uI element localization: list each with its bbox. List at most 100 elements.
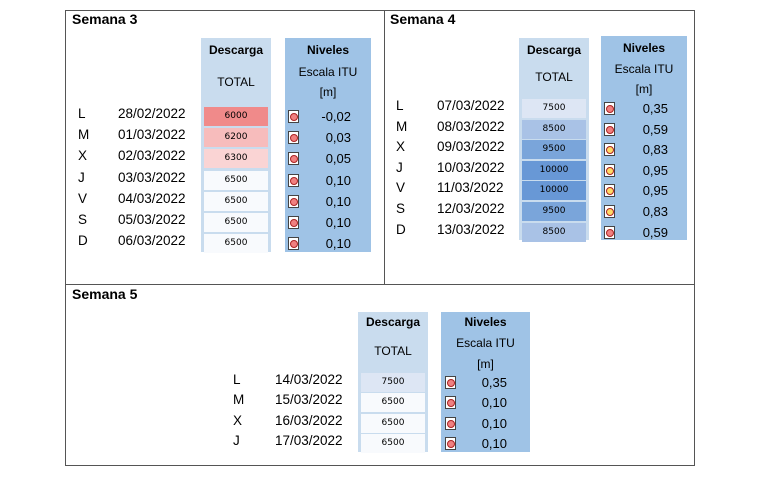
level-indicator-icon (604, 122, 615, 136)
descarga-cell: 6500 (204, 191, 268, 211)
nivel-value: 0,10 (325, 236, 351, 252)
date-label: 11/03/2022 (437, 180, 504, 196)
day-label: X (78, 148, 88, 164)
day-label: L (396, 98, 404, 113)
level-indicator-icon (288, 152, 299, 166)
week-title: Semana 5 (72, 286, 138, 302)
status-dot-icon (290, 240, 298, 249)
day-label: J (233, 433, 240, 449)
status-dot-icon (606, 125, 614, 134)
date-label: 06/03/2022 (118, 233, 186, 249)
day-label: S (396, 201, 406, 216)
day-label: J (78, 169, 85, 185)
level-indicator-icon (604, 205, 615, 218)
descarga-cell: 7500 (522, 99, 586, 118)
level-indicator-icon (604, 184, 615, 198)
date-label: 16/03/2022 (275, 412, 343, 428)
day-label: V (78, 190, 88, 206)
level-indicator-icon (445, 396, 456, 410)
total-header: TOTAL (374, 344, 412, 358)
descarga-cell: 6200 (204, 128, 268, 148)
descarga-cell: 6500 (361, 393, 425, 413)
descarga-cell: 10000 (522, 160, 586, 180)
unit-header: [m] (477, 357, 494, 371)
level-indicator-icon (288, 194, 299, 208)
status-dot-icon (606, 105, 614, 113)
descarga-cell: 6000 (204, 107, 268, 126)
nivel-value: 0,10 (325, 193, 351, 209)
day-label: D (78, 233, 88, 249)
nivel-value: 0,35 (481, 375, 507, 390)
nivel-value: 0,10 (481, 395, 507, 411)
escala-header: Escala ITU (298, 65, 358, 79)
level-indicator-icon (604, 102, 615, 115)
day-label: M (396, 118, 408, 134)
level-indicator-icon (604, 143, 615, 157)
level-indicator-icon (288, 131, 299, 145)
level-indicator-icon (288, 173, 299, 187)
date-label: 17/03/2022 (275, 433, 343, 449)
niveles-header: Niveles (622, 41, 666, 55)
status-dot-icon (290, 176, 298, 185)
descarga-cell: 6500 (204, 234, 268, 254)
nivel-value: 0,10 (325, 172, 351, 188)
week-title: Semana 4 (390, 11, 456, 27)
date-label: 02/03/2022 (118, 148, 186, 164)
status-dot-icon (290, 219, 298, 227)
total-header: TOTAL (217, 75, 255, 89)
nivel-value: 0,10 (481, 415, 507, 431)
level-indicator-icon (604, 225, 615, 239)
date-label: 01/03/2022 (118, 127, 186, 143)
week-5-frame (65, 284, 695, 466)
level-indicator-icon (288, 237, 299, 251)
nivel-value: 0,05 (325, 151, 351, 167)
descarga-cell: 6500 (361, 434, 425, 454)
descarga-cell: 10000 (522, 181, 586, 201)
status-dot-icon (290, 113, 298, 121)
descarga-header: Descarga (365, 315, 421, 329)
day-label: M (78, 127, 90, 143)
status-dot-icon (447, 440, 455, 449)
status-dot-icon (606, 187, 614, 196)
level-indicator-icon (288, 216, 299, 229)
total-header: TOTAL (535, 70, 573, 84)
niveles-header: Niveles (464, 315, 507, 329)
status-dot-icon (290, 197, 298, 206)
nivel-value: 0,10 (481, 436, 507, 452)
date-label: 05/03/2022 (118, 212, 186, 227)
level-indicator-icon (604, 163, 615, 177)
status-dot-icon (606, 208, 614, 216)
date-label: 28/02/2022 (118, 106, 186, 121)
nivel-value: 0,95 (642, 183, 668, 199)
niveles-header: Niveles (306, 43, 350, 57)
date-label: 09/03/2022 (437, 139, 505, 155)
descarga-cell: 6300 (204, 149, 268, 169)
date-label: 15/03/2022 (275, 392, 343, 408)
descarga-cell: 6500 (204, 170, 268, 190)
nivel-value: 0,59 (642, 121, 668, 137)
unit-header: [m] (635, 82, 653, 96)
descarga-header: Descarga (526, 43, 582, 57)
descarga-header: Descarga (208, 43, 264, 57)
descarga-cell: 8500 (522, 119, 586, 139)
level-indicator-icon (445, 376, 456, 389)
level-indicator-icon (445, 416, 456, 430)
escala-header: Escala ITU (456, 336, 515, 350)
day-label: J (396, 159, 403, 175)
niveles-column (601, 36, 687, 240)
date-label: 04/03/2022 (118, 190, 186, 206)
nivel-value: 0,35 (642, 101, 668, 116)
date-label: 08/03/2022 (437, 118, 505, 134)
date-label: 12/03/2022 (437, 201, 505, 216)
status-dot-icon (290, 155, 298, 164)
descarga-cell: 7500 (361, 373, 425, 392)
day-label: X (233, 412, 243, 428)
status-dot-icon (290, 134, 298, 143)
unit-header: [m] (319, 85, 337, 99)
nivel-value: 0,59 (642, 224, 668, 240)
status-dot-icon (447, 379, 455, 387)
status-dot-icon (606, 166, 614, 175)
nivel-value: 0,83 (642, 142, 668, 158)
descarga-cell: 8500 (522, 222, 586, 242)
descarga-cell: 9500 (522, 202, 586, 221)
